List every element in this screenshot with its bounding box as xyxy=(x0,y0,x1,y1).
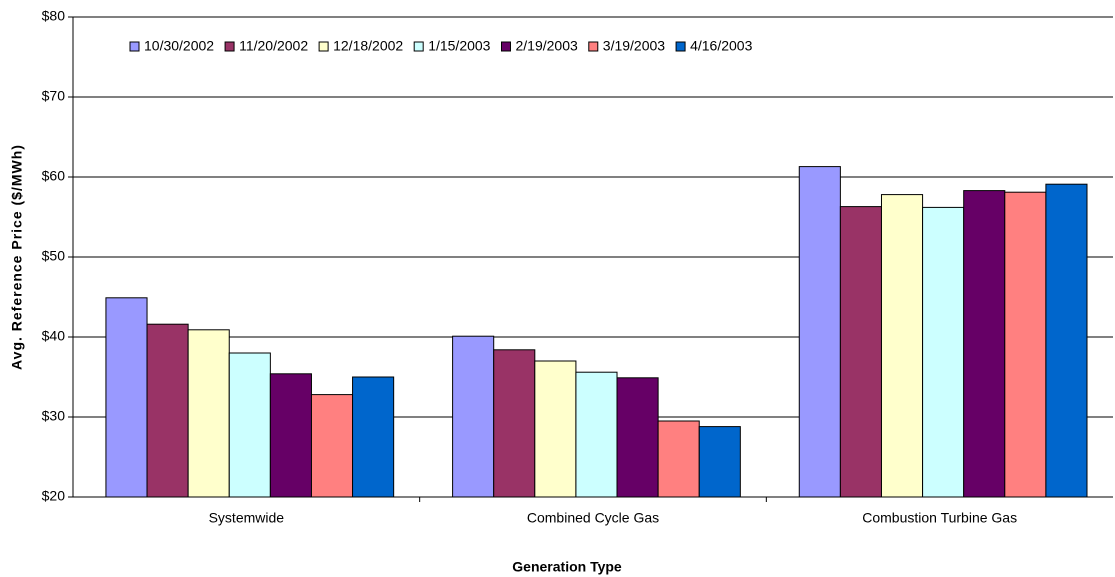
legend-swatch xyxy=(413,41,424,52)
bar xyxy=(493,349,536,498)
bar xyxy=(922,206,965,498)
bar xyxy=(839,206,882,498)
y-tick-label: $20 xyxy=(42,488,66,504)
bar xyxy=(105,297,148,498)
bar xyxy=(452,335,495,498)
legend-label: 10/30/2002 xyxy=(144,38,214,54)
bar xyxy=(963,190,1006,498)
legend-label: 1/15/2003 xyxy=(428,38,490,54)
legend-swatch xyxy=(500,41,511,52)
legend-label: 2/19/2003 xyxy=(515,38,577,54)
bar xyxy=(698,426,741,498)
legend-swatch xyxy=(224,41,235,52)
y-tick-label: $30 xyxy=(42,408,66,424)
x-tick-label: Systemwide xyxy=(209,510,285,526)
bar xyxy=(1004,191,1047,498)
bar xyxy=(657,420,700,498)
legend-label: 4/16/2003 xyxy=(690,38,752,54)
y-tick-label: $60 xyxy=(42,168,66,184)
bar xyxy=(880,194,924,498)
bar xyxy=(352,376,395,498)
bar xyxy=(534,360,577,498)
legend-label: 11/20/2002 xyxy=(239,38,308,54)
y-tick-label: $50 xyxy=(42,248,66,264)
x-tick-label: Combustion Turbine Gas xyxy=(862,510,1017,526)
bar xyxy=(798,166,841,498)
bar xyxy=(575,371,618,498)
bar xyxy=(310,394,354,498)
bar xyxy=(616,377,659,498)
bar xyxy=(228,352,271,498)
x-axis-title: Generation Type xyxy=(512,559,622,575)
bar xyxy=(146,323,189,498)
legend-swatch xyxy=(129,41,140,52)
bar xyxy=(269,373,312,498)
y-axis-title: Avg. Reference Price ($/MWh) xyxy=(9,144,25,370)
legend-label: 12/18/2002 xyxy=(333,38,403,54)
legend-swatch xyxy=(588,41,599,52)
legend-swatch xyxy=(675,41,686,52)
bar xyxy=(1045,183,1088,498)
bar xyxy=(187,329,230,498)
y-tick-label: $80 xyxy=(42,8,66,24)
legend-swatch xyxy=(318,41,329,52)
legend-label: 3/19/2003 xyxy=(603,38,665,54)
x-tick-label: Combined Cycle Gas xyxy=(527,510,659,526)
y-tick-label: $40 xyxy=(42,328,66,344)
y-tick-label: $70 xyxy=(42,88,66,104)
